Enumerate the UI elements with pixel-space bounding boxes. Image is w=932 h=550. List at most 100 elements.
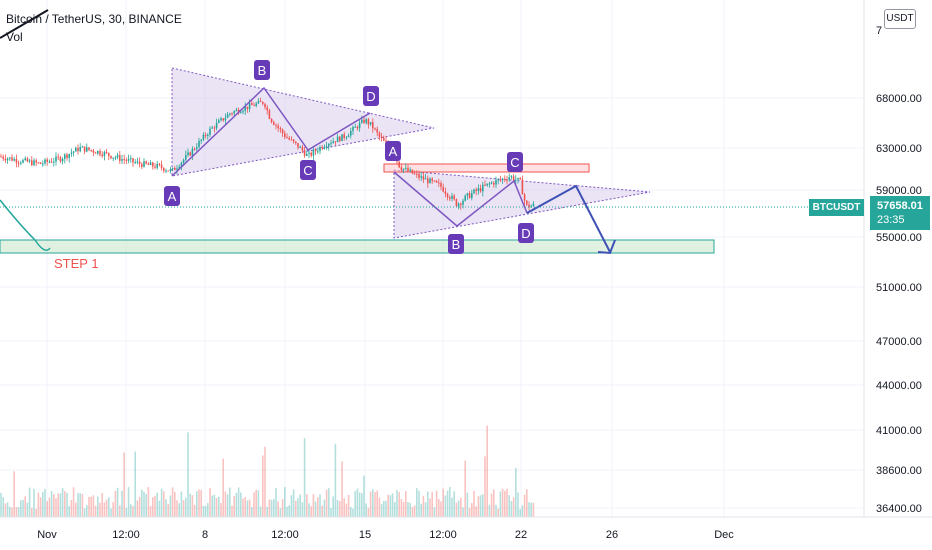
candle-body xyxy=(88,147,90,150)
candle-body xyxy=(121,159,123,161)
volume-bar xyxy=(97,496,99,517)
candle-body xyxy=(94,152,97,154)
candle-body xyxy=(50,161,53,163)
candle-body xyxy=(510,176,513,178)
price-tick-label: 68000.00 xyxy=(876,93,922,105)
volume-bar xyxy=(50,490,53,517)
candle-body xyxy=(112,157,114,159)
candle-body xyxy=(429,178,431,184)
candle-body xyxy=(37,162,40,164)
pattern-point-label: B xyxy=(258,63,267,78)
price-tick-label: 7 xyxy=(876,25,882,37)
volume-bar xyxy=(61,488,64,517)
support-zone[interactable] xyxy=(0,239,715,254)
volume-bar xyxy=(319,494,321,517)
volume-bar xyxy=(453,491,455,517)
grid xyxy=(0,0,864,517)
trend-line[interactable] xyxy=(0,9,49,39)
volume-bar xyxy=(389,495,392,517)
candle-body xyxy=(383,138,385,141)
volume-bar xyxy=(147,487,150,517)
time-tick-label: 12:00 xyxy=(271,529,299,541)
projection-arrowhead[interactable] xyxy=(597,239,616,255)
candle-body xyxy=(251,103,253,106)
volume-bar xyxy=(154,495,156,517)
candle-body xyxy=(202,134,205,140)
time-axis[interactable]: Nov 12:00 8 12:00 15 12:00 22 26 Dec xyxy=(37,529,734,541)
step-arrow-curve[interactable] xyxy=(0,199,51,251)
volume-bar xyxy=(33,488,35,517)
pattern-2-zigzag[interactable] xyxy=(393,171,528,227)
candlestick-series xyxy=(0,97,535,211)
volume-bar xyxy=(488,504,491,517)
candle-body xyxy=(411,169,414,174)
candle-body xyxy=(493,182,495,185)
volume-bar xyxy=(405,491,407,517)
volume-bar xyxy=(499,491,502,517)
candle-body xyxy=(127,158,130,161)
volume-bar xyxy=(380,504,383,517)
volume-bar xyxy=(449,487,451,517)
volume-bar xyxy=(182,500,185,517)
volume-bar xyxy=(127,487,130,517)
volume-bar xyxy=(475,506,477,517)
volume-bar xyxy=(484,456,486,517)
candle-body xyxy=(420,176,422,178)
resistance-zone[interactable] xyxy=(383,163,590,173)
volume-bar xyxy=(464,460,466,517)
volume-label: Vol xyxy=(6,30,23,44)
volume-bar xyxy=(22,499,24,517)
candle-body xyxy=(103,152,106,156)
time-tick-label: Nov xyxy=(37,529,57,541)
volume-bar xyxy=(59,493,62,517)
candle-body xyxy=(462,200,464,205)
volume-bar xyxy=(367,507,370,517)
pattern-1-zigzag[interactable] xyxy=(171,86,371,177)
volume-bar xyxy=(299,494,301,517)
volume-bar xyxy=(165,499,167,517)
volume-bar xyxy=(310,506,312,517)
volume-bar xyxy=(508,495,510,517)
candle-body xyxy=(488,183,491,185)
volume-bar xyxy=(211,495,213,517)
currency-button[interactable]: USDT xyxy=(884,9,916,29)
volume-bar xyxy=(420,503,422,517)
candle-body xyxy=(257,100,260,104)
volume-bar xyxy=(132,506,134,517)
volume-bar xyxy=(460,497,462,517)
volume-bar xyxy=(354,491,356,517)
candle-body xyxy=(409,169,411,172)
time-tick-label: 22 xyxy=(515,529,527,541)
volume-bar xyxy=(169,495,172,517)
volume-bar xyxy=(39,497,42,517)
volume-bar xyxy=(53,494,55,517)
volume-bar xyxy=(336,499,339,517)
candle-body xyxy=(506,179,508,181)
volume-bar xyxy=(497,508,499,517)
volume-bar xyxy=(466,492,469,517)
volume-bar xyxy=(123,452,125,517)
volume-bar xyxy=(46,501,48,517)
volume-bar xyxy=(189,493,191,517)
candle-body xyxy=(0,156,2,158)
candle-body xyxy=(444,191,447,194)
projection-path[interactable] xyxy=(526,184,611,253)
volume-bar xyxy=(506,488,508,517)
pattern-1-triangle[interactable] xyxy=(171,67,435,177)
candle-body xyxy=(433,180,436,182)
candle-body xyxy=(266,107,268,111)
volume-bar xyxy=(479,495,482,517)
volume-bar xyxy=(167,503,169,517)
price-axis[interactable]: 7 68000.00 63000.00 59000.00 55000.00 51000.0… xyxy=(876,25,922,515)
candle-body xyxy=(147,163,150,165)
candle-body xyxy=(297,143,299,148)
volume-bar xyxy=(530,502,532,517)
candle-body xyxy=(526,200,528,205)
candle-body xyxy=(427,178,429,184)
candle-body xyxy=(187,152,189,155)
volume-bar xyxy=(92,495,95,517)
candle-body xyxy=(376,128,378,133)
volume-bar xyxy=(501,488,504,517)
candle-body xyxy=(154,166,156,168)
